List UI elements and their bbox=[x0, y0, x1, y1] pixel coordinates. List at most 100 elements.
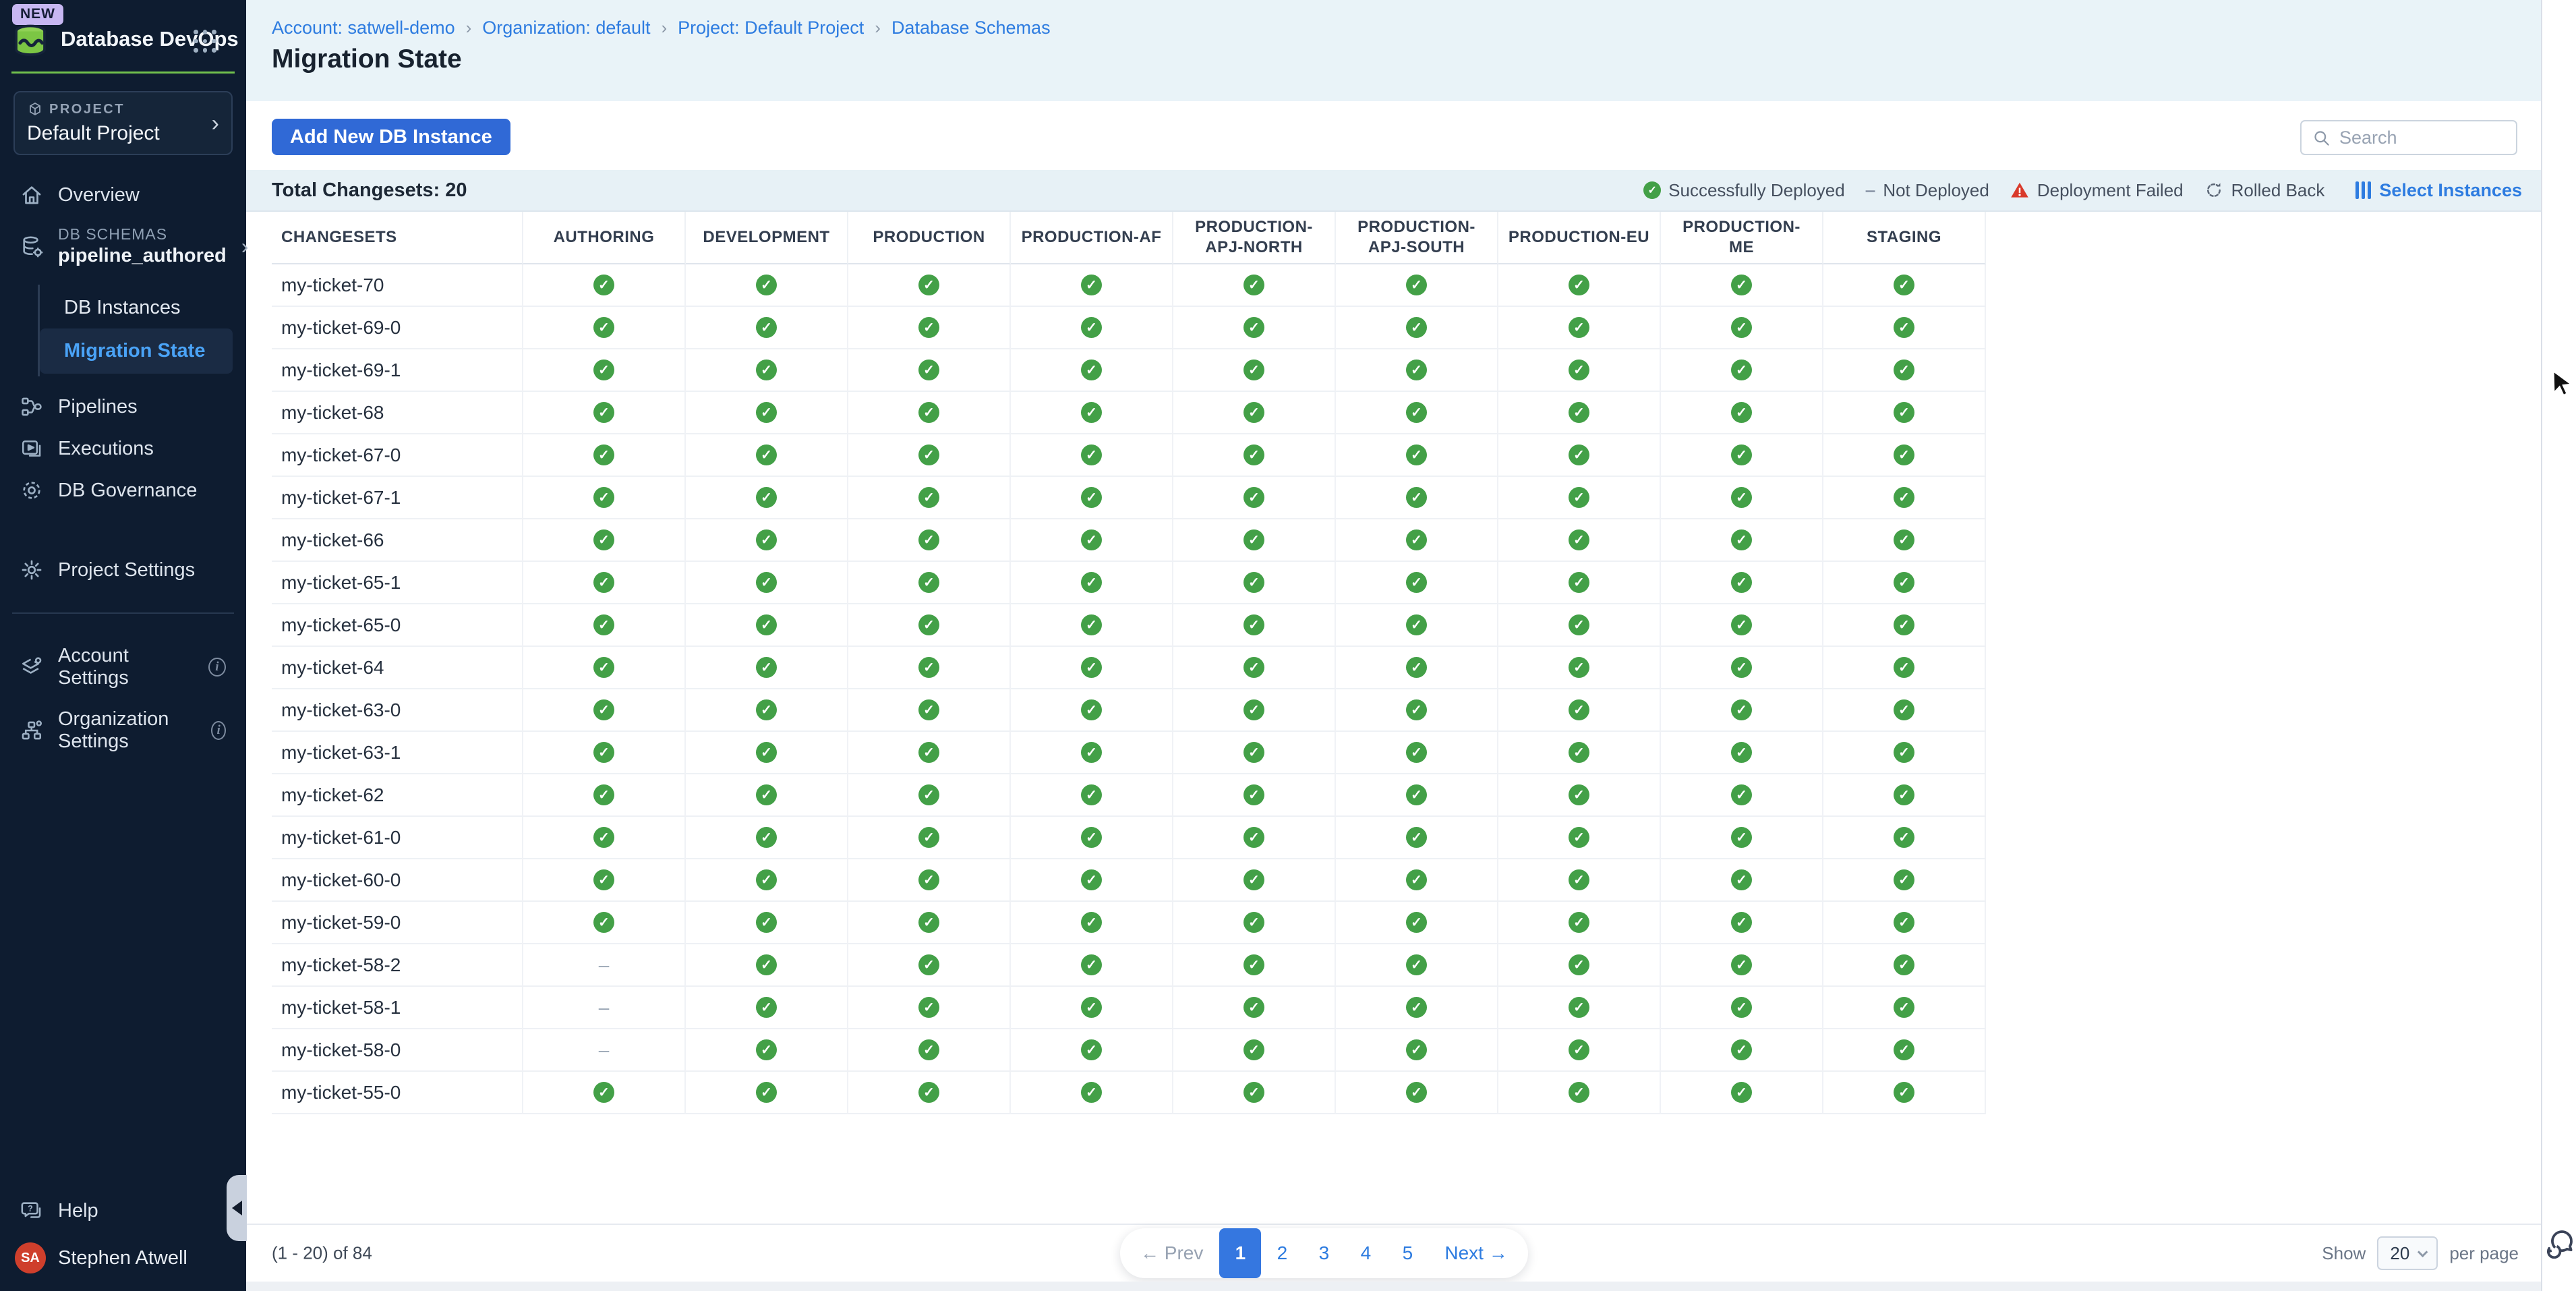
legend-item: – Not Deployed bbox=[1865, 179, 1989, 201]
sidebar-item-pipelines[interactable]: Pipelines bbox=[0, 386, 246, 428]
user-name: Stephen Atwell bbox=[58, 1246, 187, 1269]
deployed-success-icon: ✓ bbox=[918, 869, 939, 890]
deployed-success-icon: ✓ bbox=[1243, 869, 1264, 890]
deployed-success-icon: ✓ bbox=[1081, 742, 1102, 763]
page-size-select[interactable]: 20 bbox=[2377, 1236, 2438, 1270]
next-page-button[interactable]: Next → bbox=[1444, 1242, 1508, 1263]
info-icon[interactable]: i bbox=[211, 721, 226, 740]
deployed-success-icon: ✓ bbox=[1406, 402, 1427, 423]
sidebar-collapse-handle[interactable] bbox=[227, 1175, 247, 1241]
info-icon[interactable]: i bbox=[208, 658, 226, 677]
deployed-success-icon: ✓ bbox=[918, 827, 939, 848]
table-row: my-ticket-63-0 ✓ ✓ ✓ ✓ ✓ ✓ ✓ ✓ ✓ bbox=[272, 689, 1986, 732]
status-cell: ✓ bbox=[1661, 817, 1823, 859]
deployed-success-icon: ✓ bbox=[1731, 317, 1752, 338]
status-cell: ✓ bbox=[686, 689, 848, 732]
show-label: Show bbox=[2322, 1242, 2366, 1263]
page-size-control: Show 20 per page bbox=[2322, 1236, 2519, 1270]
status-cell: ✓ bbox=[1823, 987, 1986, 1029]
sidebar-item-project-settings[interactable]: Project Settings bbox=[0, 549, 246, 591]
chevron-right-icon: › bbox=[211, 110, 219, 136]
deployed-success-icon: ✓ bbox=[1243, 997, 1264, 1018]
breadcrumb-link[interactable]: Project: Default Project bbox=[678, 18, 865, 38]
deployed-success-icon: ✓ bbox=[1081, 402, 1102, 423]
app-switcher-grid-icon[interactable] bbox=[194, 30, 216, 53]
db-schemas-section-label: DB SCHEMAS bbox=[58, 225, 168, 243]
status-cell: ✓ bbox=[1823, 477, 1986, 519]
search-input[interactable] bbox=[2339, 127, 2505, 148]
select-instances-button[interactable]: Select Instances bbox=[2355, 180, 2522, 201]
prev-page-button[interactable]: ← Prev bbox=[1140, 1242, 1204, 1263]
search-box[interactable] bbox=[2300, 120, 2517, 155]
not-deployed-dash-icon: – bbox=[598, 1039, 610, 1060]
sidebar-item-db-governance[interactable]: DB Governance bbox=[0, 469, 246, 511]
status-cell: ✓ bbox=[1336, 392, 1498, 434]
sidebar-item-db-schemas[interactable]: DB SCHEMAS pipeline_authored › bbox=[0, 216, 249, 277]
deployed-success-icon: ✓ bbox=[1081, 997, 1102, 1018]
deployed-success-icon: ✓ bbox=[1569, 699, 1589, 720]
status-cell: ✓ bbox=[1011, 732, 1173, 774]
status-cell: ✓ bbox=[1173, 307, 1336, 349]
deployed-success-icon: ✓ bbox=[1894, 487, 1914, 508]
chat-widget-icon[interactable] bbox=[2544, 1226, 2576, 1259]
status-cell: ✓ bbox=[848, 944, 1011, 987]
breadcrumb-link[interactable]: Organization: default bbox=[482, 18, 651, 38]
column-header-production-me: PRODUCTION-ME bbox=[1661, 212, 1823, 264]
deployed-success-icon: ✓ bbox=[1731, 614, 1752, 635]
page-button-4[interactable]: 4 bbox=[1360, 1242, 1372, 1263]
deployed-success-icon: ✓ bbox=[1731, 912, 1752, 933]
deployed-success-icon: ✓ bbox=[1406, 317, 1427, 338]
sidebar-item-account-settings[interactable]: Account Settings i bbox=[0, 635, 246, 699]
deployed-success-icon: ✓ bbox=[1569, 954, 1589, 975]
deployed-success-icon: ✓ bbox=[918, 657, 939, 678]
project-selector[interactable]: PROJECT Default Project › bbox=[13, 91, 233, 155]
changeset-name: my-ticket-70 bbox=[272, 264, 523, 307]
deployed-success-icon: ✓ bbox=[1081, 444, 1102, 465]
status-cell: ✓ bbox=[1173, 604, 1336, 647]
deployed-success-icon: ✓ bbox=[1569, 869, 1589, 890]
status-cell: ✓ bbox=[1661, 434, 1823, 477]
sidebar-item-db-instances[interactable]: DB Instances bbox=[64, 297, 181, 318]
deployed-success-icon: ✓ bbox=[1243, 954, 1264, 975]
deployed-success-icon: ✓ bbox=[756, 912, 777, 933]
breadcrumb-link[interactable]: Account: satwell-demo bbox=[272, 18, 455, 38]
status-cell: ✓ bbox=[1498, 519, 1661, 562]
deployed-success-icon: ✓ bbox=[1731, 869, 1752, 890]
deployed-success-icon: ✓ bbox=[593, 784, 614, 805]
breadcrumb-link[interactable]: Database Schemas bbox=[891, 18, 1051, 38]
add-db-instance-button[interactable]: Add New DB Instance bbox=[272, 119, 510, 155]
user-menu[interactable]: SA Stephen Atwell bbox=[0, 1232, 246, 1291]
sidebar-item-overview[interactable]: Overview bbox=[0, 174, 246, 216]
deployed-success-icon: ✓ bbox=[593, 827, 614, 848]
status-cell: ✓ bbox=[1173, 902, 1336, 944]
chevron-right-icon: › bbox=[241, 233, 249, 258]
success-badge-icon: ✓ bbox=[1643, 181, 1662, 199]
sidebar-item-migration-state[interactable]: Migration State bbox=[40, 328, 233, 374]
sidebar-item-help[interactable]: ? Help bbox=[0, 1190, 246, 1232]
deployed-success-icon: ✓ bbox=[1243, 360, 1264, 380]
deployed-success-icon: ✓ bbox=[593, 912, 614, 933]
deployed-success-icon: ✓ bbox=[1406, 912, 1427, 933]
deployed-success-icon: ✓ bbox=[1894, 402, 1914, 423]
page-button-3[interactable]: 3 bbox=[1318, 1242, 1330, 1263]
sidebar-item-organization-settings[interactable]: Organization Settings i bbox=[0, 699, 246, 762]
deployed-success-icon: ✓ bbox=[1894, 869, 1914, 890]
per-page-label: per page bbox=[2449, 1242, 2519, 1263]
page-button-2[interactable]: 2 bbox=[1277, 1242, 1288, 1263]
breadcrumb-separator: › bbox=[465, 18, 472, 38]
select-instances-label: Select Instances bbox=[2379, 179, 2522, 200]
sidebar-item-executions[interactable]: Executions bbox=[0, 428, 246, 469]
cube-icon bbox=[30, 102, 40, 116]
status-cell: ✓ bbox=[523, 307, 686, 349]
deployed-success-icon: ✓ bbox=[1894, 317, 1914, 338]
footer-strip bbox=[246, 1282, 2541, 1291]
page-button-5[interactable]: 5 bbox=[1402, 1242, 1413, 1263]
status-cell: ✓ bbox=[686, 477, 848, 519]
deployed-success-icon: ✓ bbox=[1731, 954, 1752, 975]
pipelines-icon bbox=[22, 397, 42, 416]
page-button-1[interactable]: 1 bbox=[1219, 1228, 1262, 1278]
deployed-success-icon: ✓ bbox=[756, 699, 777, 720]
status-cell: ✓ bbox=[848, 774, 1011, 817]
